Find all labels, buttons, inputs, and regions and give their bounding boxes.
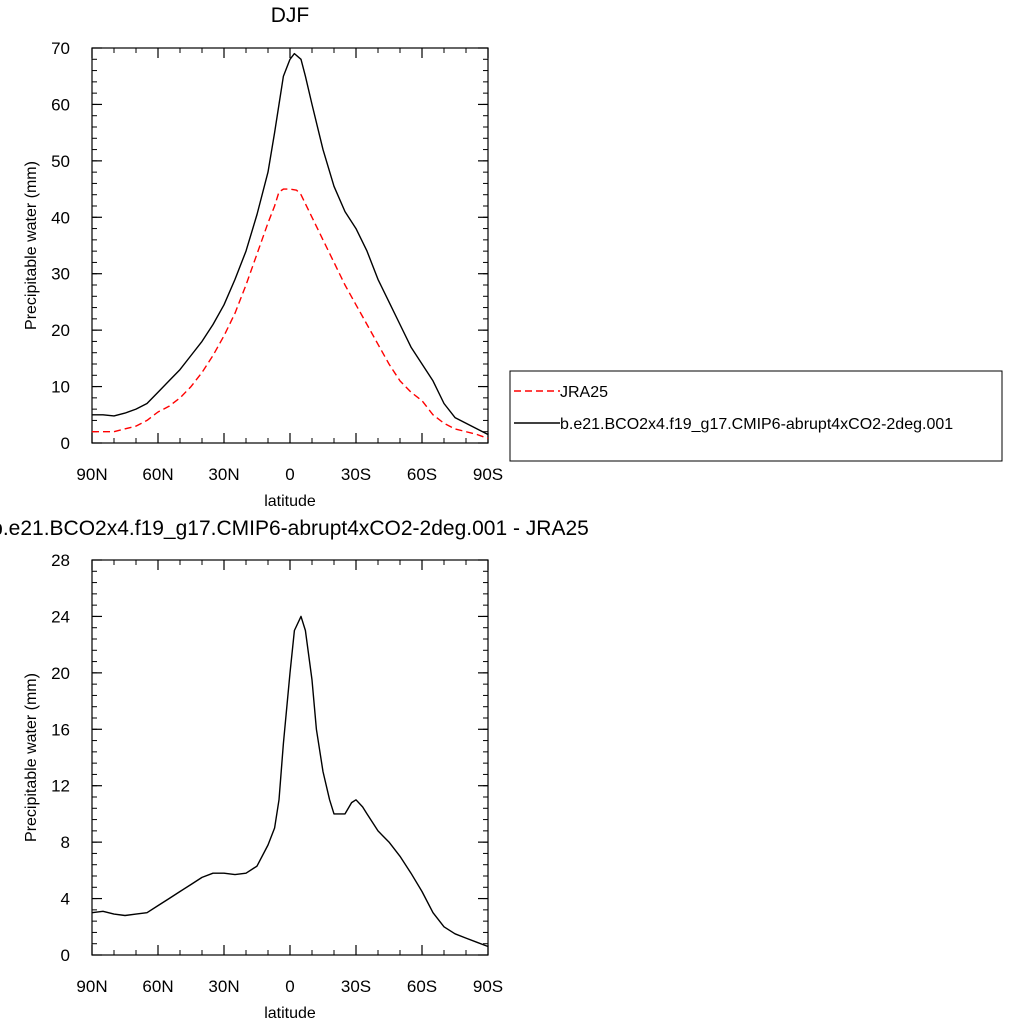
x-axis-label: latitude — [264, 493, 316, 510]
x-tick-label: 90N — [76, 977, 107, 996]
legend-box — [509, 370, 1003, 462]
x-tick-label: 60S — [407, 465, 437, 484]
y-tick-label: 60 — [51, 95, 70, 114]
x-axis-label: latitude — [264, 1005, 316, 1022]
y-tick-label: 20 — [51, 664, 70, 683]
y-tick-label: 70 — [51, 39, 70, 58]
series-line-2 — [92, 52, 489, 436]
y-tick-label: 50 — [51, 152, 70, 171]
y-axis-label: Precipitable water (mm) — [23, 161, 40, 330]
y-tick-label: 0 — [61, 946, 70, 965]
y-tick-label: 10 — [51, 378, 70, 397]
y-tick-label: 24 — [51, 607, 70, 626]
x-tick-label: 30N — [208, 465, 239, 484]
plot-frame — [91, 559, 489, 956]
chart-panel-1: DJF 90N 60N 30N 0 30S 60S 90S 0 10 20 30 40 50 60 70 lat… — [23, 4, 1003, 510]
y-tick-label: 16 — [51, 720, 70, 739]
series-line-1 — [92, 188, 489, 440]
y-tick-label: 12 — [51, 777, 70, 796]
x-tick-label: 90N — [76, 465, 107, 484]
chart-panel-2: b.e21.BCO2x4.f19_g17.CMIP6-abrupt4xCO2-2… — [0, 517, 589, 1022]
legend: JRA25 b.e21.BCO2x4.f19_g17.CMIP6-abrupt4x… — [509, 370, 1003, 462]
series-line-1 — [91, 615, 489, 948]
x-tick-label: 60S — [407, 977, 437, 996]
y-tick-label: 8 — [61, 833, 70, 852]
x-tick-label: 90S — [473, 977, 503, 996]
legend-label-2: b.e21.BCO2x4.f19_g17.CMIP6-abrupt4xCO2-2… — [560, 416, 953, 433]
y-axis-label: Precipitable water (mm) — [23, 673, 40, 842]
x-tick-label: 0 — [285, 465, 294, 484]
y-tick-label: 4 — [61, 890, 70, 909]
x-tick-label: 0 — [285, 977, 294, 996]
chart-title: DJF — [271, 4, 310, 27]
x-tick-label: 30N — [208, 977, 239, 996]
x-tick-label: 30S — [341, 977, 371, 996]
y-tick-label: 0 — [61, 434, 70, 453]
x-tick-label: 60N — [142, 465, 173, 484]
y-tick-label: 20 — [51, 321, 70, 340]
plot-frame — [91, 47, 489, 444]
y-tick-label: 28 — [51, 551, 70, 570]
x-tick-label: 60N — [142, 977, 173, 996]
x-tick-label: 30S — [341, 465, 371, 484]
chart-title: b.e21.BCO2x4.f19_g17.CMIP6-abrupt4xCO2-2… — [0, 517, 589, 540]
y-tick-label: 40 — [51, 208, 70, 227]
x-tick-label: 90S — [473, 465, 503, 484]
y-tick-label: 30 — [51, 265, 70, 284]
legend-label-1: JRA25 — [560, 384, 608, 401]
